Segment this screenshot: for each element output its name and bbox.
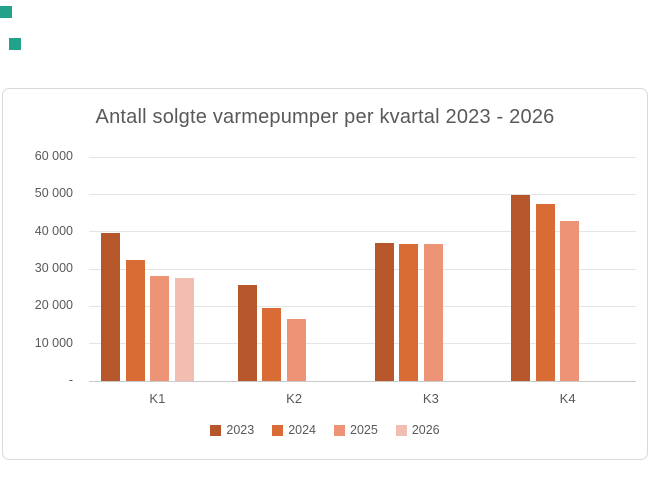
plot-area bbox=[89, 156, 636, 382]
teal-marker-1 bbox=[0, 6, 12, 18]
gridline bbox=[89, 343, 636, 345]
bar-2025-K2[interactable] bbox=[286, 318, 306, 381]
y-tick-label: 60 000 bbox=[34, 149, 73, 163]
x-category-label-K2: K2 bbox=[286, 391, 303, 406]
legend-item-2026[interactable]: 2026 bbox=[395, 423, 440, 437]
chart-title: Antall solgte varmepumper per kvartal 20… bbox=[95, 106, 555, 128]
y-tick-label: 10 000 bbox=[34, 335, 73, 350]
gridline bbox=[89, 305, 636, 307]
bar-2023-K1[interactable] bbox=[101, 233, 120, 381]
bar-2025-K4[interactable] bbox=[560, 220, 580, 381]
bar-2023-K2[interactable] bbox=[237, 285, 257, 381]
legend-swatch-2023 bbox=[210, 424, 222, 436]
bar-2024-K1[interactable] bbox=[125, 259, 145, 381]
x-axis-line bbox=[89, 380, 636, 382]
legend-label: 2023 bbox=[226, 423, 255, 437]
teal-marker-2 bbox=[9, 38, 21, 50]
y-tick-label: - bbox=[68, 373, 73, 387]
bar-2026-K1[interactable] bbox=[174, 278, 194, 381]
legend-swatch-2024 bbox=[272, 424, 284, 436]
y-tick-label: 40 000 bbox=[34, 223, 73, 238]
legend-item-2023[interactable]: 2023 bbox=[210, 423, 254, 437]
x-category-label-K4: K4 bbox=[559, 391, 576, 406]
y-tick-label: 20 000 bbox=[34, 298, 73, 313]
x-category-label-K3: K3 bbox=[422, 391, 439, 406]
legend-label: 2026 bbox=[411, 423, 440, 437]
legend-swatch-2025 bbox=[334, 424, 345, 436]
gridline bbox=[89, 193, 636, 195]
y-tick-label: 30 000 bbox=[34, 261, 73, 275]
bar-2023-K3[interactable] bbox=[374, 242, 394, 381]
legend-label: 2025 bbox=[350, 423, 378, 437]
bar-2024-K2[interactable] bbox=[262, 308, 282, 381]
bar-2024-K3[interactable] bbox=[399, 244, 418, 381]
gridline bbox=[89, 268, 636, 270]
legend-item-2024[interactable]: 2024 bbox=[272, 423, 316, 437]
y-tick-label: 50 000 bbox=[34, 186, 73, 201]
bar-2024-K4[interactable] bbox=[535, 203, 555, 381]
bar-2023-K4[interactable] bbox=[511, 195, 531, 381]
chart-frame[interactable]: Antall solgte varmepumper per kvartal 20… bbox=[2, 88, 648, 460]
legend-item-2025[interactable]: 2025 bbox=[334, 423, 378, 437]
legend-label: 2024 bbox=[288, 423, 316, 437]
bar-2025-K3[interactable] bbox=[423, 244, 443, 381]
gridline bbox=[89, 231, 636, 233]
legend-swatch-2026 bbox=[395, 424, 407, 436]
x-category-label-K1: K1 bbox=[149, 391, 166, 406]
bar-2025-K1[interactable] bbox=[150, 276, 169, 381]
gridline bbox=[89, 156, 636, 158]
legend: 2023 2024 2025 2026 bbox=[3, 423, 647, 437]
